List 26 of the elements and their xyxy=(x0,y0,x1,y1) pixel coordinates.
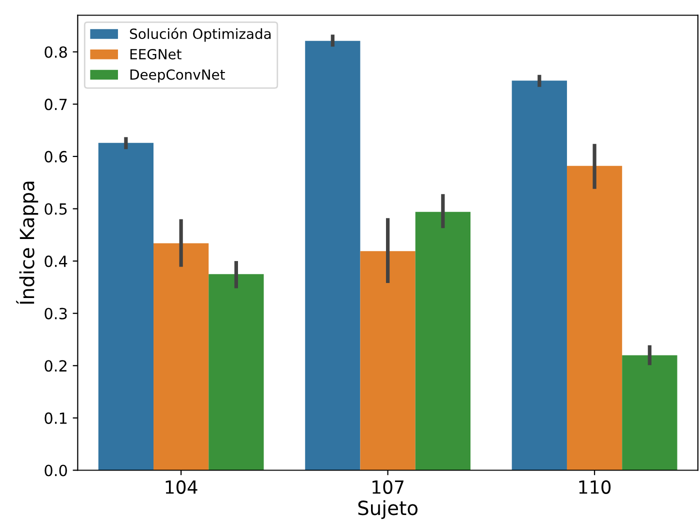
legend-label: Solución Optimizada xyxy=(130,28,271,42)
y-tick-label: 0.8 xyxy=(44,46,67,58)
bar xyxy=(415,212,470,470)
y-tick-label: 0.6 xyxy=(44,150,68,162)
y-tick-label: 0.2 xyxy=(44,360,66,372)
x-tick-label: 104 xyxy=(166,480,198,494)
bar xyxy=(566,166,622,470)
y-tick-label: 0.3 xyxy=(44,308,67,320)
bar xyxy=(360,251,416,470)
x-tick-label: 110 xyxy=(579,480,611,494)
y-tick-label: 0.0 xyxy=(44,464,67,476)
y-tick-label: 0.5 xyxy=(44,203,67,215)
bar xyxy=(98,142,154,470)
bar xyxy=(512,80,567,470)
y-tick-label: 0.1 xyxy=(44,412,67,424)
x-axis-title: Sujeto xyxy=(358,500,418,520)
y-tick-label: 0.4 xyxy=(44,256,68,268)
bar xyxy=(208,274,264,470)
legend-label: EEGNet xyxy=(130,48,182,60)
y-axis-title: Índice Kappa xyxy=(16,182,38,304)
y-tick-label: 0.7 xyxy=(44,98,67,110)
bar xyxy=(622,355,678,470)
bar xyxy=(305,40,360,470)
x-tick-label: 107 xyxy=(372,480,404,494)
bar xyxy=(154,243,209,470)
legend-label: DeepConvNet xyxy=(130,69,225,83)
